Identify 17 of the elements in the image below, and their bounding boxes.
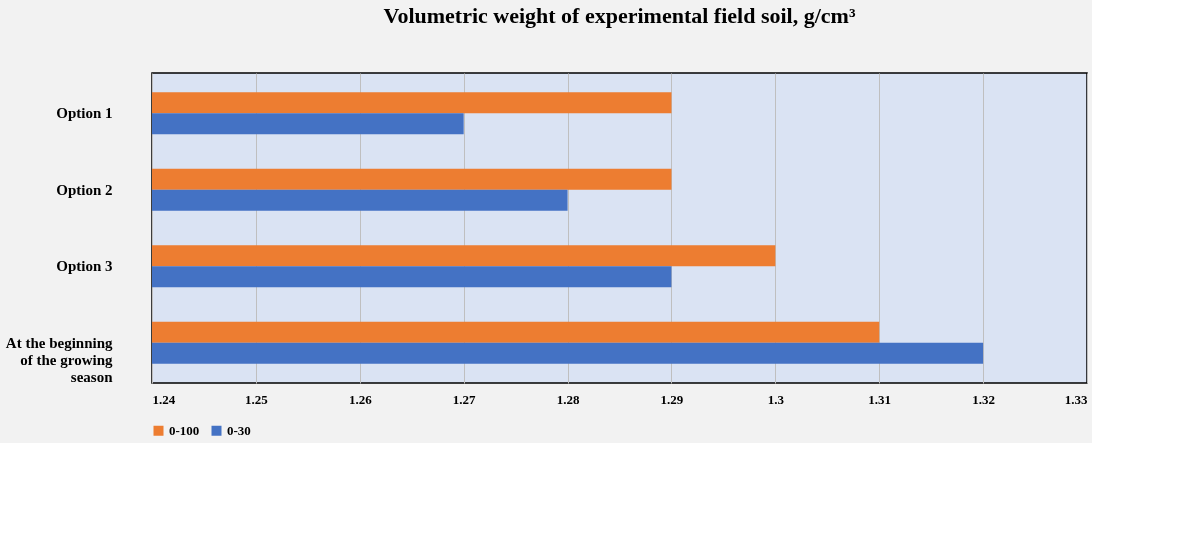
- y-tick-label: Option 1: [56, 105, 113, 122]
- legend-label: 0-100: [169, 422, 200, 438]
- x-tick-label: 1.3: [767, 391, 785, 407]
- x-tick-label: 1.32: [972, 391, 995, 407]
- y-tick-label: Option 3: [56, 258, 113, 275]
- y-tick-label: Option 2: [56, 181, 113, 198]
- x-tick-label: 1.31: [868, 391, 892, 407]
- x-tick-label: 1.28: [556, 391, 580, 407]
- chart-title: Volumetric weight of experimental field soil, g/cm³: [383, 3, 856, 28]
- x-tick-label: 1.26: [348, 391, 373, 407]
- y-tick-label: At the beginning of the growing season: [5, 334, 114, 385]
- x-tick-label: 1.33: [1064, 391, 1088, 407]
- x-tick-label: 1.29: [660, 391, 684, 407]
- x-tick-label: 1.25: [245, 391, 269, 407]
- x-tick-label: 1.24: [152, 391, 176, 407]
- x-tick-label: 1.27: [452, 391, 477, 407]
- legend-label: 0-30: [227, 422, 251, 438]
